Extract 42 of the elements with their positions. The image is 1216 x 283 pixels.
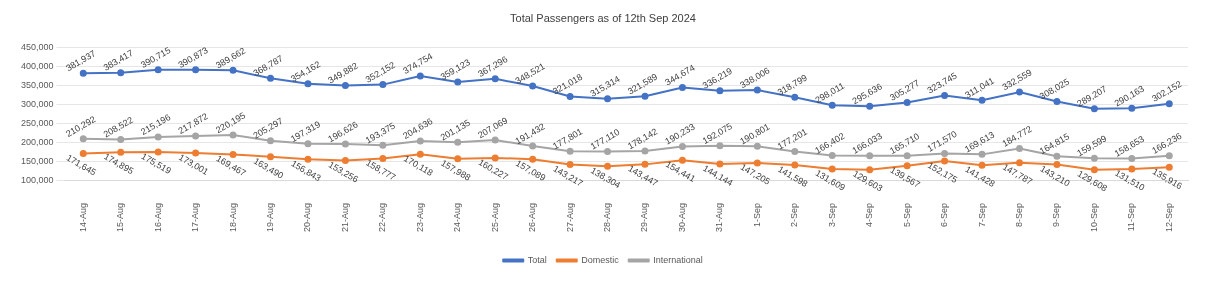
x-tick-label: 30-Aug — [676, 202, 687, 233]
x-tick-label: 14-Aug — [77, 202, 88, 233]
x-tick-label: 4-Sep — [864, 202, 875, 228]
x-tick-label: 16-Aug — [152, 202, 163, 233]
x-tick-label: 19-Aug — [264, 202, 275, 233]
y-tick-label: 150,000 — [20, 156, 54, 167]
y-tick-label: 100,000 — [20, 175, 54, 186]
x-tick-label: 27-Aug — [564, 202, 575, 233]
legend-label: Domestic — [581, 254, 620, 265]
x-tick-label: 6-Sep — [939, 202, 950, 228]
y-tick-label: 250,000 — [20, 118, 54, 129]
x-tick-label: 11-Sep — [1126, 202, 1137, 232]
x-tick-label: 22-Aug — [377, 202, 388, 233]
x-tick-label: 7-Sep — [976, 202, 987, 228]
x-tick-label: 5-Sep — [901, 202, 912, 228]
y-tick-label: 200,000 — [20, 137, 54, 148]
y-tick-label: 300,000 — [20, 99, 54, 110]
x-tick-label: 15-Aug — [115, 202, 126, 233]
legend-label: International — [653, 254, 703, 265]
x-tick-label: 10-Sep — [1088, 202, 1099, 233]
x-tick-label: 12-Sep — [1163, 202, 1174, 233]
x-tick-label: 18-Aug — [227, 202, 238, 233]
x-tick-label: 23-Aug — [414, 202, 425, 233]
x-tick-label: 3-Sep — [826, 202, 837, 228]
x-tick-label: 2-Sep — [789, 202, 800, 228]
x-tick-label: 17-Aug — [190, 202, 201, 233]
x-tick-label: 31-Aug — [714, 202, 725, 233]
chart-title: Total Passengers as of 12th Sep 2024 — [510, 11, 696, 24]
y-tick-label: 450,000 — [20, 41, 54, 52]
x-tick-label: 24-Aug — [452, 202, 463, 233]
x-tick-label: 8-Sep — [1013, 202, 1024, 228]
y-tick-label: 400,000 — [20, 60, 54, 71]
x-tick-label: 28-Aug — [602, 202, 613, 233]
y-tick-label: 350,000 — [20, 79, 54, 90]
legend-label: Total — [527, 254, 547, 265]
x-tick-label: 25-Aug — [489, 202, 500, 233]
x-tick-label: 20-Aug — [302, 202, 313, 233]
x-tick-label: 9-Sep — [1051, 202, 1062, 228]
x-tick-label: 26-Aug — [527, 202, 538, 233]
x-tick-label: 21-Aug — [339, 202, 350, 233]
x-tick-label: 29-Aug — [639, 202, 650, 233]
x-tick-label: 1-Sep — [751, 202, 762, 228]
